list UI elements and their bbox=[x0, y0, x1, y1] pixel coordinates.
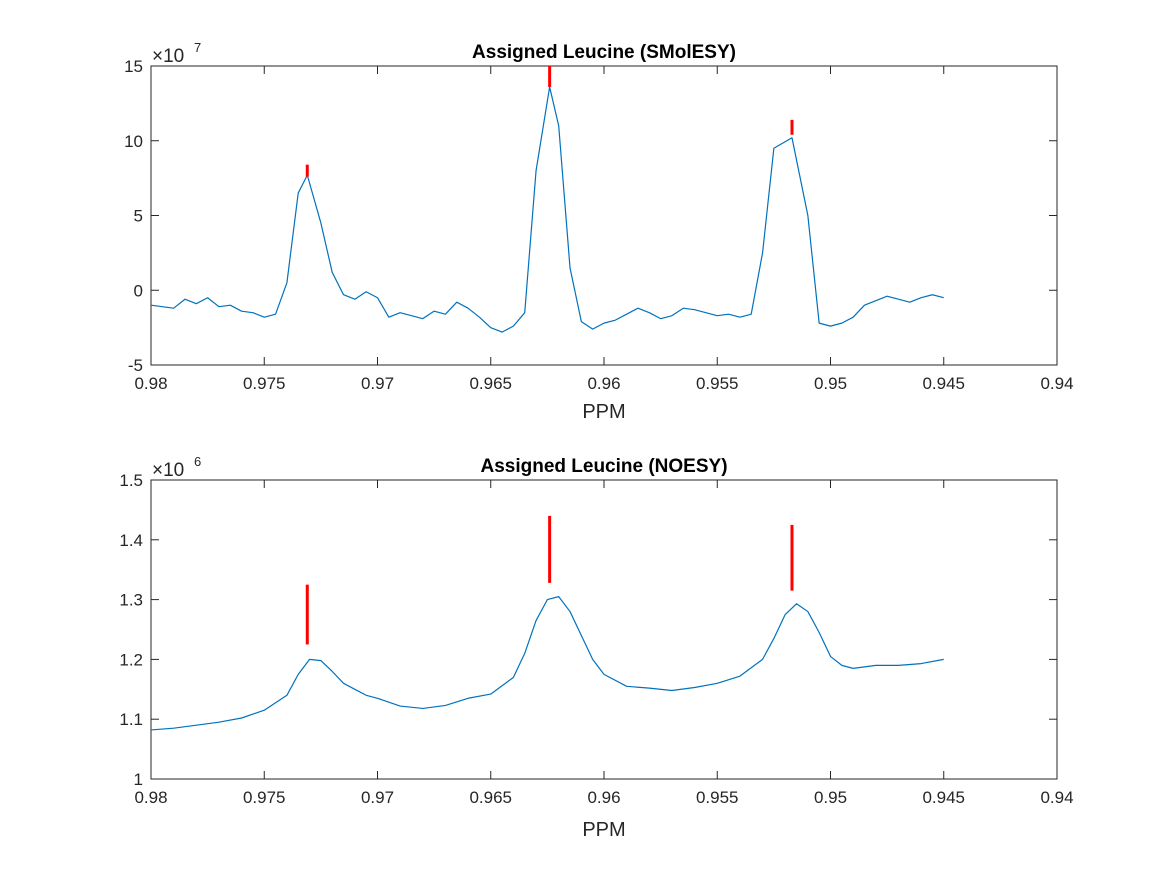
x-tick-label: 0.965 bbox=[469, 788, 512, 807]
x-tick-label: 0.955 bbox=[696, 788, 739, 807]
y-multiplier: ×10 7 bbox=[152, 40, 201, 67]
y-tick-label: 0 bbox=[134, 281, 143, 300]
y-tick-label: 1.2 bbox=[119, 650, 143, 669]
x-tick-label: 0.97 bbox=[361, 374, 394, 393]
x-tick-label: 0.98 bbox=[134, 374, 167, 393]
subplot-noesy: Assigned Leucine (NOESY) PPM ×10 6 0.98 0… bbox=[119, 454, 1073, 841]
y-tick-label: -5 bbox=[128, 356, 143, 375]
x-tick-label: 0.965 bbox=[469, 374, 512, 393]
x-tick-label: 0.96 bbox=[587, 374, 620, 393]
y-multiplier-exponent: 7 bbox=[194, 40, 201, 55]
x-tick-label: 0.95 bbox=[814, 374, 847, 393]
marker-layer bbox=[305, 515, 794, 645]
y-tick-label: 1 bbox=[134, 770, 143, 789]
y-tick-label: 10 bbox=[124, 132, 143, 151]
x-tick-label: 0.945 bbox=[922, 788, 965, 807]
y-tick-label: 1.5 bbox=[119, 471, 143, 490]
plot-area-frame bbox=[150, 65, 1058, 366]
x-tick-label: 0.975 bbox=[243, 788, 286, 807]
y-tick-label: 1.1 bbox=[119, 710, 143, 729]
y-tick-label: 1.3 bbox=[119, 591, 143, 610]
subplot-smolesy: Assigned Leucine (SMolESY) PPM ×10 7 0.9… bbox=[124, 40, 1073, 423]
x-tick-label: 0.97 bbox=[361, 788, 394, 807]
series-line bbox=[150, 596, 944, 731]
chart-title: Assigned Leucine (SMolESY) bbox=[472, 42, 736, 63]
x-tick-label: 0.945 bbox=[922, 374, 965, 393]
plot-area-frame bbox=[150, 479, 1058, 780]
y-multiplier-base: ×10 bbox=[152, 46, 184, 67]
y-multiplier: ×10 6 bbox=[152, 454, 201, 481]
x-tick-label: 0.98 bbox=[134, 788, 167, 807]
y-multiplier-base: ×10 bbox=[152, 460, 184, 481]
x-tick-label: 0.94 bbox=[1040, 788, 1073, 807]
x-tick-label: 0.94 bbox=[1040, 374, 1073, 393]
x-tick-label: 0.96 bbox=[587, 788, 620, 807]
axis-ticks: 0.98 0.975 0.97 0.965 0.96 0.955 0.95 0.945 0.94… bbox=[119, 471, 1073, 807]
x-tick-label: 0.975 bbox=[243, 374, 286, 393]
y-tick-label: 1.4 bbox=[119, 531, 143, 550]
series-layer bbox=[150, 596, 944, 731]
axis-ticks: 0.98 0.975 0.97 0.965 0.96 0.955 0.95 0.945 0.94… bbox=[124, 57, 1073, 393]
x-tick-label: 0.955 bbox=[696, 374, 739, 393]
chart-title: Assigned Leucine (NOESY) bbox=[480, 456, 727, 477]
marker-layer bbox=[305, 66, 794, 177]
y-tick-label: 15 bbox=[124, 57, 143, 76]
y-tick-label: 5 bbox=[134, 207, 143, 226]
x-tick-label: 0.95 bbox=[814, 788, 847, 807]
x-axis-label: PPM bbox=[582, 819, 625, 841]
y-multiplier-exponent: 6 bbox=[194, 454, 201, 469]
x-axis-label: PPM bbox=[582, 401, 625, 423]
